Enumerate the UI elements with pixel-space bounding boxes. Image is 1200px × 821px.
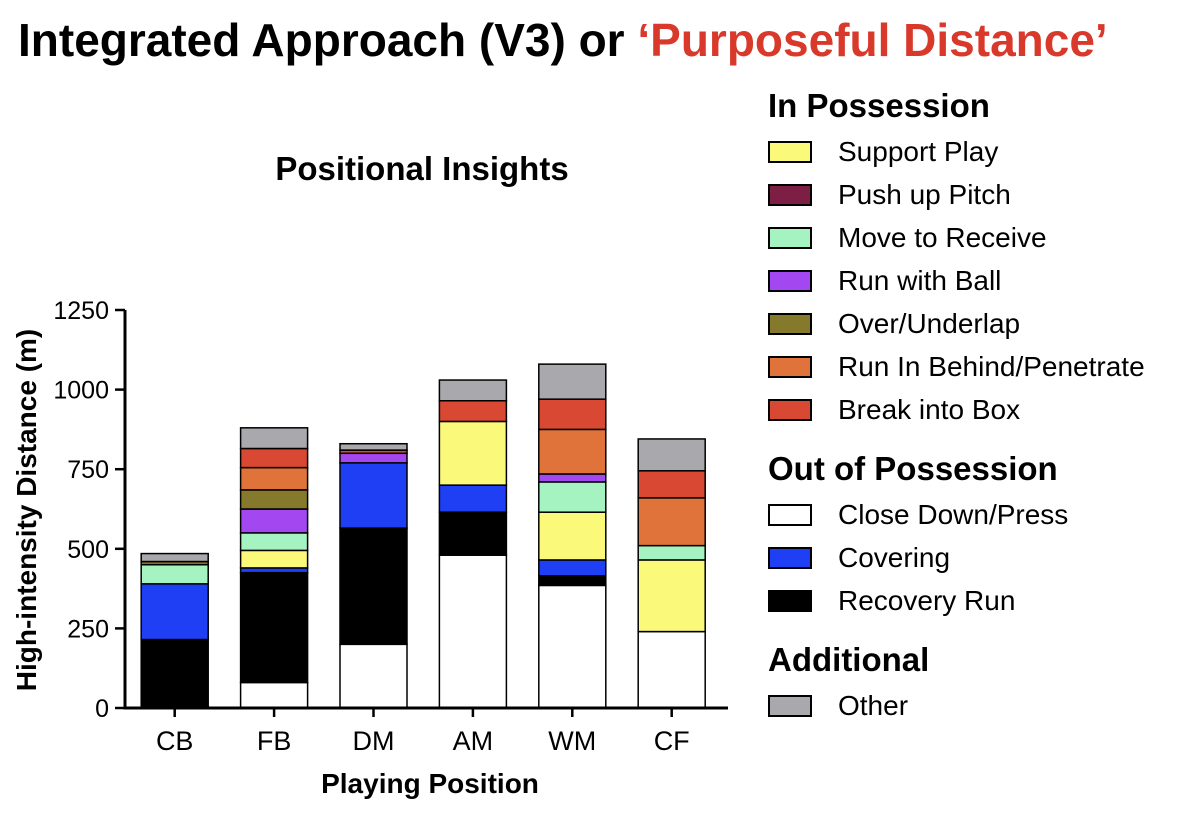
bar-segment-fb-run-in-behind-penetrate — [239, 466, 309, 491]
y-tick-label: 250 — [67, 615, 109, 643]
x-tick-label-cb: CB — [156, 726, 194, 756]
legend-item: Over/Underlap — [768, 302, 1198, 345]
bar-segment-fb-recovery-run — [239, 571, 309, 684]
bar-segment-cb-recovery-run — [140, 638, 209, 709]
legend-swatch — [768, 312, 812, 335]
bar-segment-am-break-into-box — [438, 399, 508, 423]
legend-label: Push up Pitch — [838, 178, 1011, 210]
bar-segment-dm-covering — [339, 462, 408, 529]
legend-item: Covering — [768, 536, 1198, 579]
bar-segment-fb-support-play — [239, 549, 309, 569]
bar-segment-am-covering — [438, 484, 508, 513]
legend-item: Close Down/Press — [768, 493, 1198, 536]
bar-segment-cb-move-to-receive — [140, 563, 209, 585]
bar-segment-dm-other — [339, 442, 408, 451]
legend-label: Run In Behind/Penetrate — [838, 350, 1145, 382]
legend-item: Run with Ball — [768, 259, 1198, 302]
legend-swatch — [768, 546, 812, 569]
bar-segment-fb-over-underlap — [239, 489, 309, 510]
legend-item: Other — [768, 684, 1198, 727]
bar-segment-cb-other — [140, 552, 209, 563]
title-prefix: Integrated Approach (V3) or — [18, 14, 638, 66]
legend-label: Covering — [838, 541, 951, 573]
bar-segment-fb-move-to-receive — [239, 532, 309, 552]
legend-label: Close Down/Press — [838, 498, 1069, 530]
legend-item: Break into Box — [768, 388, 1198, 431]
y-axis-label: High-intensity Distance (m) — [11, 329, 42, 691]
bar-segment-cf-break-into-box — [637, 470, 706, 499]
legend-item: Support Play — [768, 130, 1198, 173]
bar-segment-wm-close-down-press — [538, 584, 607, 709]
x-tick-label-dm: DM — [353, 726, 395, 756]
legend-swatch — [768, 694, 812, 717]
legend-item: Run In Behind/Penetrate — [768, 345, 1198, 388]
legend-label: Over/Underlap — [838, 307, 1021, 339]
legend: In Possession Support Play Push up Pitch Mo… — [768, 82, 1198, 727]
bar-segment-am-close-down-press — [438, 554, 508, 709]
bar-segment-wm-support-play — [538, 511, 607, 561]
bar-segment-cf-support-play — [637, 559, 706, 633]
x-axis-label: Playing Position — [321, 768, 539, 799]
legend-swatch — [768, 183, 812, 206]
y-tick-label: 1000 — [53, 377, 109, 405]
legend-swatch — [768, 398, 812, 421]
bar-segment-wm-run-in-behind-penetrate — [538, 428, 607, 475]
x-tick-label-fb: FB — [257, 726, 292, 756]
x-tick-label-wm: WM — [548, 726, 596, 756]
legend-group-title: In Possession — [768, 87, 990, 124]
bar-segment-dm-close-down-press — [339, 643, 408, 709]
legend-label: Move to Receive — [838, 221, 1047, 253]
legend-label: Recovery Run — [838, 584, 1016, 616]
bar-segment-cb-covering — [140, 583, 209, 641]
bar-segment-wm-covering — [538, 559, 607, 577]
legend-swatch — [768, 140, 812, 163]
bar-segment-cf-run-in-behind-penetrate — [637, 497, 706, 547]
legend-item: Push up Pitch — [768, 173, 1198, 216]
x-tick-label-cf: CF — [654, 726, 690, 756]
legend-group-title: Out of Possession — [768, 450, 1058, 487]
x-tick-label-am: AM — [453, 726, 494, 756]
legend-label: Break into Box — [838, 393, 1021, 425]
bar-segment-cf-move-to-receive — [637, 544, 706, 561]
slide-title: Integrated Approach (V3) or ‘Purposeful … — [18, 8, 1198, 72]
bar-segment-wm-break-into-box — [538, 398, 607, 431]
chart-title: Positional Insights — [275, 150, 568, 187]
legend-label: Support Play — [838, 135, 999, 167]
bar-segment-am-support-play — [438, 420, 508, 486]
bar-segment-fb-run-with-ball — [239, 508, 309, 534]
legend-group-title: Additional — [768, 641, 930, 678]
title-accent: ‘Purposeful Distance’ — [637, 14, 1108, 66]
legend-label: Run with Ball — [838, 264, 1002, 296]
legend-label: Other — [838, 689, 909, 721]
bar-segment-wm-recovery-run — [538, 575, 607, 587]
bar-segment-am-recovery-run — [438, 511, 508, 556]
bar-segment-fb-other — [239, 427, 309, 450]
bar-segment-cf-close-down-press — [637, 630, 706, 709]
bar-segment-fb-close-down-press — [239, 681, 309, 709]
bar-segment-dm-recovery-run — [339, 527, 408, 646]
y-tick-label: 1250 — [53, 297, 109, 325]
bar-segment-fb-break-into-box — [239, 447, 309, 469]
y-tick-label: 0 — [95, 695, 109, 723]
legend-item: Move to Receive — [768, 216, 1198, 259]
bar-segment-cf-other — [637, 438, 706, 472]
legend-swatch — [768, 503, 812, 526]
y-tick-label: 750 — [67, 456, 109, 484]
legend-swatch — [768, 226, 812, 249]
stacked-bar-chart: Positional Insights CB FB DM AM WM CF 0 250 500 75… — [11, 150, 728, 799]
bar-segment-dm-run-with-ball — [339, 452, 408, 464]
bar-segment-am-other — [438, 379, 508, 402]
legend-swatch — [768, 355, 812, 378]
bar-segment-wm-other — [538, 363, 607, 400]
legend-item: Recovery Run — [768, 579, 1198, 622]
legend-swatch — [768, 589, 812, 612]
bar-segment-wm-move-to-receive — [538, 481, 607, 513]
y-tick-label: 500 — [67, 536, 109, 564]
legend-swatch — [768, 269, 812, 292]
bar-segment-wm-run-with-ball — [538, 473, 607, 483]
